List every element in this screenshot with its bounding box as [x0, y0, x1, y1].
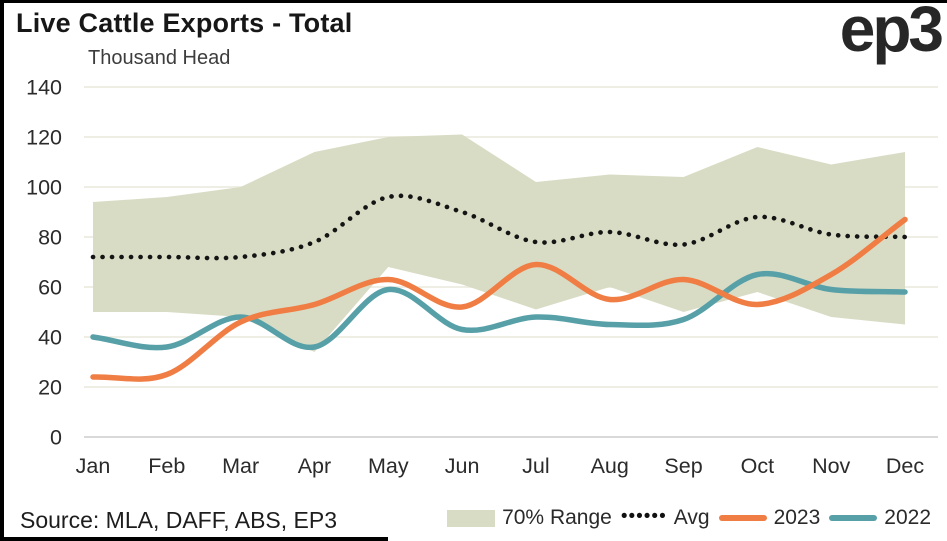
chart-canvas: 0 20 40 60 80 100 120 140 Jan Feb Mar Apr May Jun Jul A… — [0, 0, 947, 541]
line-2022-swatch-icon — [829, 515, 877, 521]
range-band-swatch-icon — [447, 510, 495, 527]
legend: 70% Range •••••• Avg 2023 2022 — [447, 506, 931, 530]
x-tick-label: Jun — [445, 454, 480, 478]
range-band — [93, 135, 905, 353]
legend-item-2023: 2023 — [719, 506, 821, 530]
x-tick-label: Oct — [741, 454, 774, 478]
x-tick-label: Apr — [298, 454, 331, 478]
x-tick-label: Aug — [591, 454, 629, 478]
x-tick-label: Feb — [148, 454, 185, 478]
legend-item-2022: 2022 — [829, 506, 931, 530]
legend-item-range: 70% Range — [447, 506, 612, 530]
x-tick-label: Jan — [76, 454, 111, 478]
y-tick-label: 40 — [38, 326, 62, 350]
y-tick-label: 0 — [50, 426, 62, 450]
y-tick-label: 100 — [26, 176, 62, 200]
x-tick-label: Jul — [522, 454, 549, 478]
source-text: Source: MLA, DAFF, ABS, EP3 — [20, 507, 337, 534]
ep3-logo: ep3 — [840, 0, 941, 66]
page-title: Live Cattle Exports - Total — [16, 8, 352, 39]
legend-2023-label: 2023 — [774, 506, 821, 530]
x-tick-label: Sep — [664, 454, 702, 478]
y-axis-unit-label: Thousand Head — [88, 47, 230, 70]
y-tick-label: 20 — [38, 376, 62, 400]
legend-avg-label: Avg — [674, 506, 710, 530]
x-tick-label: May — [368, 454, 409, 478]
y-axis-labels: 0 20 40 60 80 100 120 140 — [26, 76, 62, 450]
x-tick-label: Nov — [812, 454, 850, 478]
y-tick-label: 80 — [38, 226, 62, 250]
legend-range-label: 70% Range — [502, 506, 612, 530]
x-tick-label: Dec — [886, 454, 924, 478]
window-border-top — [0, 0, 947, 3]
x-axis-labels: Jan Feb Mar Apr May Jun Jul Aug Sep Oct Nov Dec — [76, 454, 925, 478]
avg-dots-icon: •••••• — [621, 507, 667, 526]
source-underline — [0, 537, 388, 541]
x-tick-label: Mar — [222, 454, 259, 478]
line-2023-swatch-icon — [719, 515, 767, 521]
window-border-left — [0, 0, 4, 541]
legend-2022-label: 2022 — [884, 506, 931, 530]
source-box: Source: MLA, DAFF, ABS, EP3 — [4, 503, 388, 537]
y-tick-label: 60 — [38, 276, 62, 300]
legend-item-avg: •••••• Avg — [621, 506, 710, 530]
y-tick-label: 120 — [26, 126, 62, 150]
y-tick-label: 140 — [26, 76, 62, 100]
chart-page: 0 20 40 60 80 100 120 140 Jan Feb Mar Apr May Jun Jul A… — [0, 0, 947, 541]
